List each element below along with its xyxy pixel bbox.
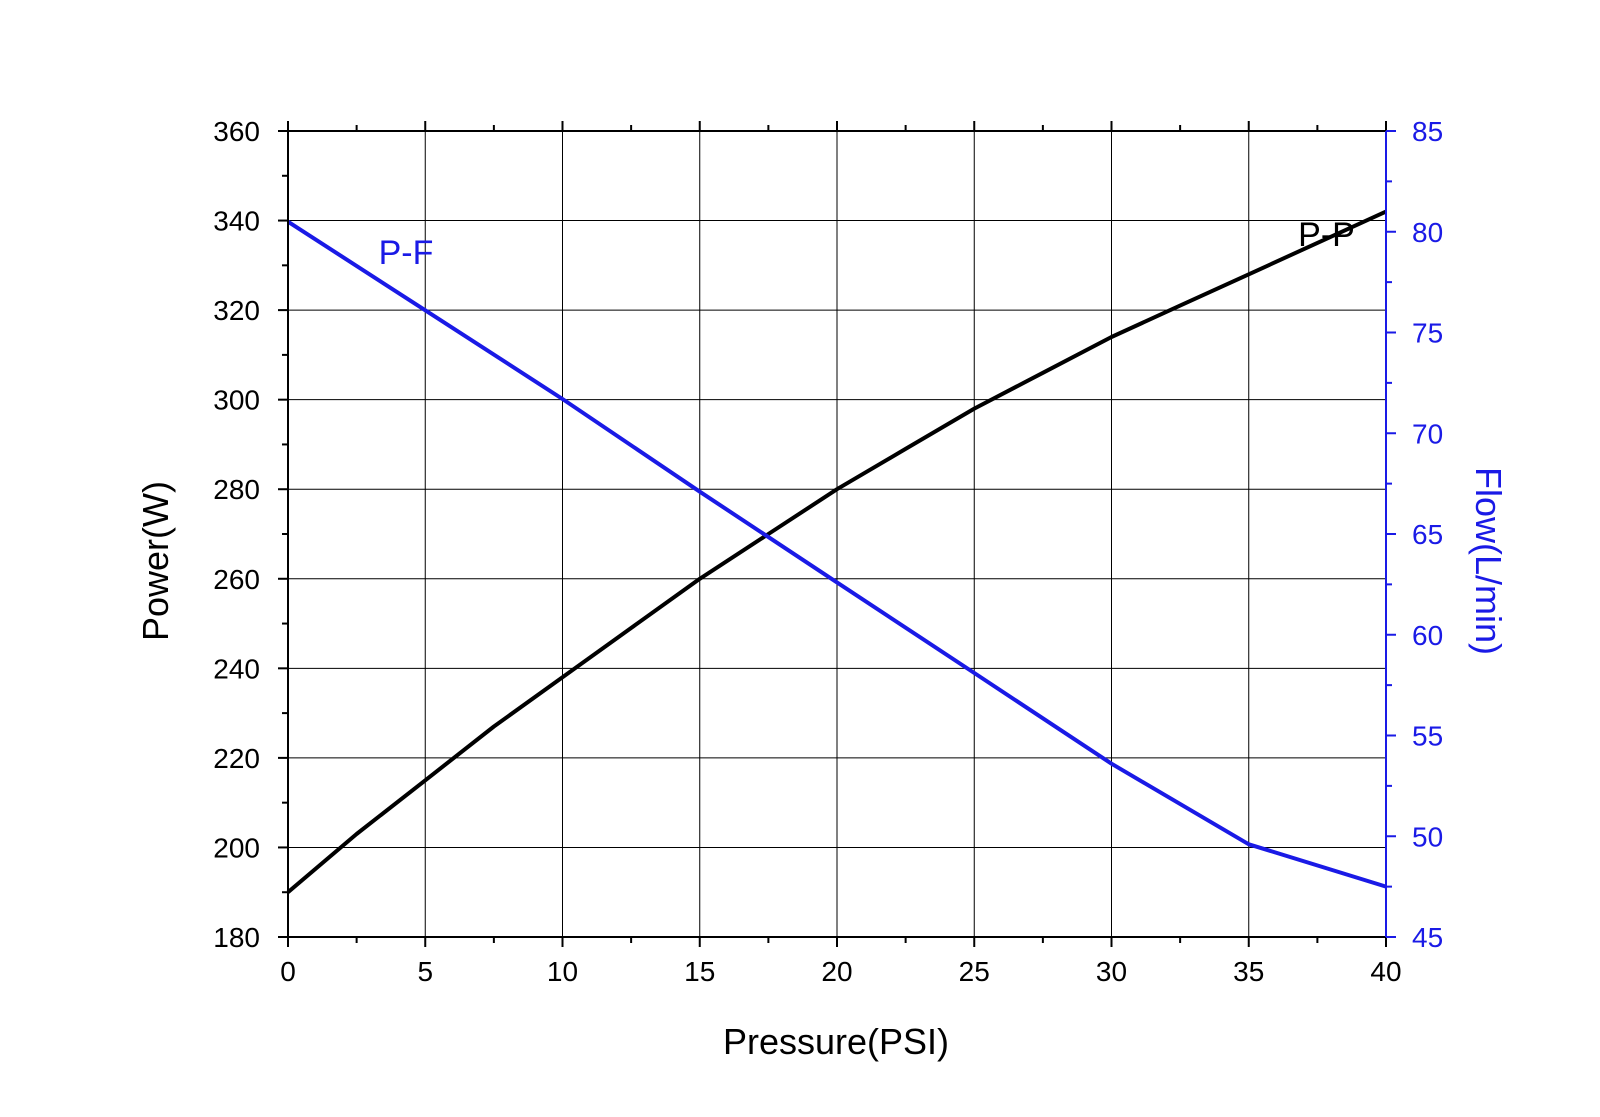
- series-line-p-p: [286, 209, 1387, 894]
- tick-labels: 0 5 10 15 20 25 30 35 40 180 200 220 240 260 280 300 320…: [213, 116, 1443, 987]
- series-label-p-f: P-F: [379, 234, 434, 272]
- y-right-tick-label: 80: [1412, 217, 1443, 248]
- y-left-tick-label: 260: [213, 564, 260, 595]
- x-tick-label: 20: [821, 956, 852, 987]
- y-right-tick-label: 55: [1412, 721, 1443, 752]
- y-left-tick-label: 220: [213, 743, 260, 774]
- y-right-tick-label: 45: [1412, 922, 1443, 953]
- x-tick-label: 15: [684, 956, 715, 987]
- y-axis-right-title: Flow(L/min): [1468, 467, 1509, 655]
- x-tick-label: 5: [417, 956, 433, 987]
- x-axis-title: Pressure(PSI): [723, 1021, 949, 1062]
- y-right-tick-label: 50: [1412, 821, 1443, 852]
- x-tick-label: 0: [280, 956, 296, 987]
- x-tick-label: 40: [1370, 956, 1401, 987]
- y-left-tick-label: 280: [213, 474, 260, 505]
- grid: [288, 131, 1386, 937]
- y-left-tick-label: 340: [213, 206, 260, 237]
- series-line-p-f: [286, 220, 1387, 889]
- y-right-tick-label: 85: [1412, 116, 1443, 147]
- x-tick-label: 30: [1096, 956, 1127, 987]
- y-right-tick-label: 75: [1412, 318, 1443, 349]
- y-left-tick-label: 240: [213, 653, 260, 684]
- series-label-p-p: P-P: [1298, 216, 1355, 254]
- y-right-tick-label: 70: [1412, 418, 1443, 449]
- x-tick-label: 35: [1233, 956, 1264, 987]
- y-left-tick-label: 320: [213, 295, 260, 326]
- series-lines: [286, 209, 1387, 894]
- y-left-tick-label: 180: [213, 922, 260, 953]
- y-left-tick-label: 200: [213, 832, 260, 863]
- y-left-tick-label: 300: [213, 385, 260, 416]
- x-tick-label: 25: [959, 956, 990, 987]
- x-tick-label: 10: [547, 956, 578, 987]
- y-right-tick-label: 65: [1412, 519, 1443, 550]
- y-left-tick-label: 360: [213, 116, 260, 147]
- y-right-tick-label: 60: [1412, 620, 1443, 651]
- axes: [278, 121, 1396, 947]
- y-axis-left-title: Power(W): [135, 481, 176, 641]
